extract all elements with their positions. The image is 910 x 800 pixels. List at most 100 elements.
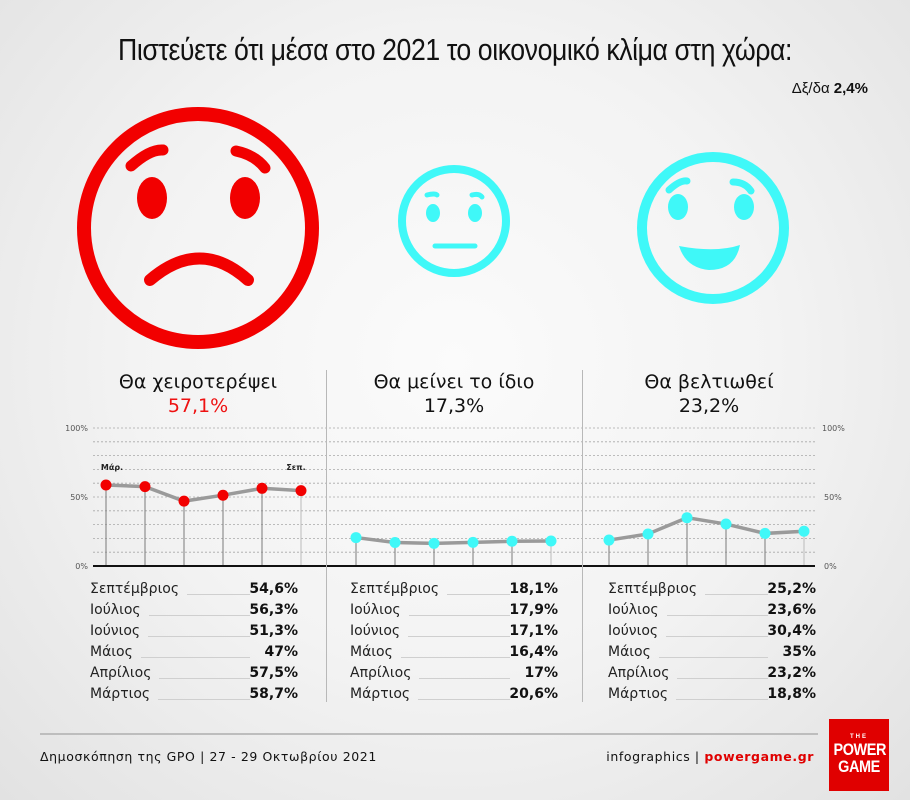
month-label: Ιούλιος (350, 602, 401, 618)
leader-line (408, 636, 510, 637)
column-divider (582, 370, 583, 702)
y-tick-50-left: 50% (70, 493, 88, 502)
month-label: Ιούνιος (350, 623, 401, 639)
logo-game: GAME (838, 757, 880, 776)
month-label: Απρίλιος (90, 665, 152, 681)
data-point-Σεπτέμβριος (295, 485, 307, 497)
table-row: Μάιος 16,4% (350, 642, 558, 663)
month-label: Σεπτέμβριος (90, 581, 180, 597)
column-divider (326, 370, 327, 702)
month-label: Ιούλιος (608, 602, 659, 618)
data-point-Μάιος (681, 512, 693, 524)
leader-line (187, 594, 250, 595)
table-row: Ιούλιος 23,6% (608, 600, 816, 621)
month-value: 51,3% (249, 623, 298, 639)
month-label: Σεπτέμβριος (608, 581, 698, 597)
column-header-better: Θα βελτιωθεί 23,2% (589, 370, 829, 418)
month-label: Απρίλιος (608, 665, 670, 681)
leader-line (418, 699, 510, 700)
month-value: 18,1% (509, 581, 558, 597)
happy-face-icon (637, 152, 789, 304)
y-tick-0-right: 0% (824, 562, 837, 571)
sad-face-icon (77, 107, 319, 349)
y-tick-100-right: 100% (822, 424, 845, 433)
month-label: Μάρτιος (90, 686, 151, 702)
month-label: Ιούνιος (608, 623, 659, 639)
table-row: Ιούνιος 30,4% (608, 621, 816, 642)
month-label: Μάρτιος (608, 686, 669, 702)
month-label: Μάιος (608, 644, 651, 660)
data-point-Μάιος (428, 537, 440, 549)
leader-line (158, 699, 250, 700)
table-row: Σεπτέμβριος 25,2% (608, 579, 816, 600)
data-point-Ιούνιος (467, 536, 479, 548)
data-point-Ιούλιος (759, 527, 771, 539)
table-row: Μάρτιος 18,8% (608, 684, 816, 705)
table-row: Απρίλιος 57,5% (90, 663, 298, 684)
footer-source: Δημοσκόπηση της GPO | 27 - 29 Οκτωβρίου … (40, 749, 377, 764)
month-value: 16,4% (509, 644, 558, 660)
column-header-same: Θα μείνει το ίδιο 17,3% (334, 370, 574, 418)
column-label: Θα χειροτερέψει (118, 371, 278, 393)
chart-series (100, 479, 810, 566)
month-value: 20,6% (509, 686, 558, 702)
data-point-Μάρτιος (603, 534, 615, 546)
month-value: 58,7% (249, 686, 298, 702)
column-value: 23,2% (678, 395, 740, 417)
logo-power: POWER (833, 740, 887, 759)
month-value: 47% (264, 644, 298, 660)
data-point-Ιούνιος (217, 489, 229, 501)
table-row: Απρίλιος 23,2% (608, 663, 816, 684)
table-row: Ιούνιος 51,3% (90, 621, 298, 642)
page-title: Πιστεύετε ότι μέσα στο 2021 το οικονομικ… (118, 32, 792, 67)
table-row: Σεπτέμβριος 18,1% (350, 579, 558, 600)
leader-line (149, 615, 250, 616)
monthly-table-same: Σεπτέμβριος 18,1% Ιούλιος 17,9% Ιούνιος 17,1%… (350, 579, 558, 705)
table-row: Ιούλιος 17,9% (350, 600, 558, 621)
data-point-Μάρτιος (100, 479, 112, 491)
footer-credit-prefix: infographics | (606, 749, 705, 764)
leader-line (409, 615, 510, 616)
data-point-Ιούνιος (720, 518, 732, 530)
faces-illustration (77, 107, 789, 349)
month-value: 25,2% (767, 581, 816, 597)
month-value: 35% (782, 644, 816, 660)
month-value: 57,5% (249, 665, 298, 681)
leader-line (666, 636, 768, 637)
data-point-Σεπτέμβριος (798, 525, 810, 537)
table-row: Μάρτιος 58,7% (90, 684, 298, 705)
leader-line (159, 678, 250, 679)
leader-line (401, 657, 510, 658)
data-point-Απρίλιος (642, 528, 654, 540)
leader-line (677, 678, 768, 679)
data-point-Απρίλιος (139, 481, 151, 493)
y-axis-labels: 100% 50% 0% 100% 50% 0% Μάρ. Σεπ. (65, 424, 845, 571)
leader-line (419, 678, 510, 679)
trend-chart: 100% 50% 0% 100% 50% 0% Μάρ. Σεπ. (65, 424, 845, 571)
series-1 (100, 479, 307, 566)
y-tick-0-left: 0% (75, 562, 88, 571)
data-point-Απρίλιος (389, 537, 401, 549)
data-point-Μάιος (178, 495, 190, 507)
y-tick-100-left: 100% (65, 424, 88, 433)
leader-line (141, 657, 250, 658)
data-point-Ιούλιος (256, 482, 268, 494)
month-label: Απρίλιος (350, 665, 412, 681)
footer-brand-link[interactable]: powergame.gr (704, 749, 814, 764)
table-row: Ιούνιος 17,1% (350, 621, 558, 642)
chart-grid (93, 427, 815, 553)
margin-of-error: Δξ/δα 2,4% (792, 80, 868, 97)
series-line (355, 535, 552, 546)
column-label: Θα μείνει το ίδιο (373, 371, 535, 393)
table-row: Μάιος 47% (90, 642, 298, 663)
month-value: 23,6% (767, 602, 816, 618)
powergame-logo: THE POWER GAME (829, 719, 889, 791)
column-label: Θα βελτιωθεί (644, 371, 774, 393)
data-point-Μάρτιος (350, 532, 362, 544)
footer-credit: infographics | powergame.gr (606, 749, 814, 764)
column-value: 57,1% (167, 395, 229, 417)
month-value: 23,2% (767, 665, 816, 681)
month-value: 18,8% (767, 686, 816, 702)
table-row: Μάιος 35% (608, 642, 816, 663)
month-value: 17% (524, 665, 558, 681)
